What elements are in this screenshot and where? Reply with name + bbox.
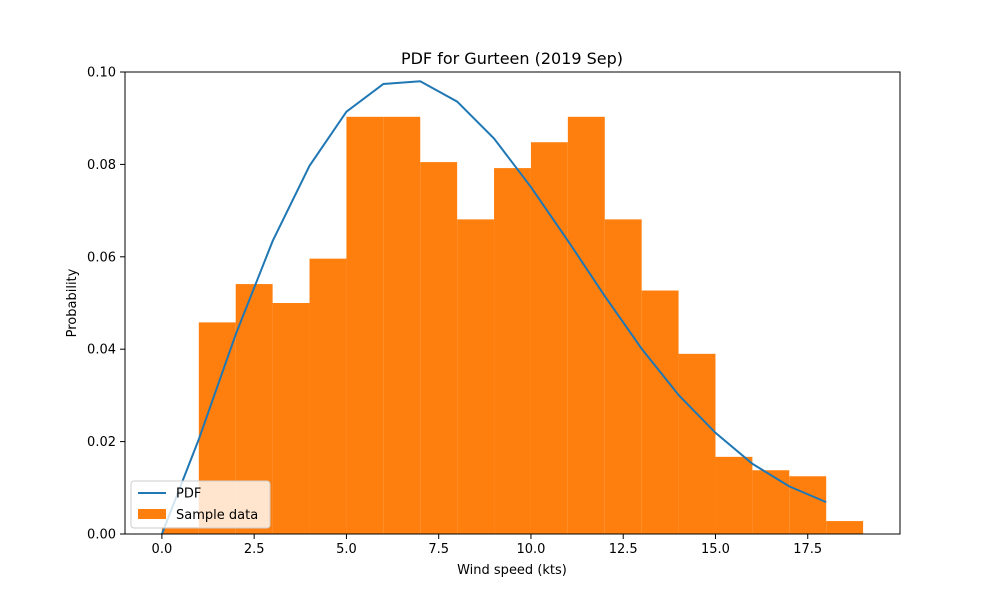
histogram-bar [789,476,827,534]
x-tick-label: 7.5 [428,542,449,557]
x-tick-label: 0.0 [152,542,173,557]
pdf-line [160,80,827,535]
histogram-bar [161,527,199,534]
histogram-bar [346,116,384,535]
histogram-bar [530,142,568,534]
legend: PDF Sample data [130,480,271,529]
histogram-bar [604,219,642,535]
histogram-bar [309,258,347,534]
histogram-bar [420,162,458,534]
x-tick-label: 5.0 [336,542,357,557]
histogram-bar [457,219,495,535]
legend-sample-label: Sample data [176,508,258,523]
y-axis-label: Probability [65,268,80,337]
x-axis: 0.0 2.5 5.0 7.5 10.0 12.5 15.0 17.5 [152,534,822,557]
histogram-bar [826,521,864,534]
histogram-bar [641,290,679,534]
histogram-bar [678,353,716,534]
y-axis: 0.00 0.02 0.04 0.06 0.08 0.10 [87,66,125,543]
x-tick-label: 2.5 [244,542,265,557]
x-tick-label: 12.5 [609,542,638,557]
plot-frame [124,71,901,535]
chart-title: PDF for Gurteen (2019 Sep) [401,49,623,68]
histogram-bar [752,470,790,534]
x-axis-label: Wind speed (kts) [457,563,567,578]
histogram-bar [567,116,605,535]
histogram-bar [383,116,421,535]
y-tick-label: 0.04 [87,343,116,358]
legend-sample-swatch [138,509,166,519]
y-tick-label: 0.00 [87,528,116,543]
histogram-bar [715,456,753,534]
x-tick-label: 17.5 [793,542,822,557]
y-tick-label: 0.08 [87,158,116,173]
histogram-bar [494,168,531,534]
pdf-line-group [160,80,827,535]
x-tick-label: 10.0 [516,542,545,557]
y-tick-label: 0.06 [87,250,116,265]
y-tick-label: 0.02 [87,435,116,450]
legend-pdf-label: PDF [176,487,201,502]
histogram-bar [272,303,310,534]
x-tick-label: 15.0 [701,542,730,557]
y-tick-label: 0.10 [87,66,116,81]
